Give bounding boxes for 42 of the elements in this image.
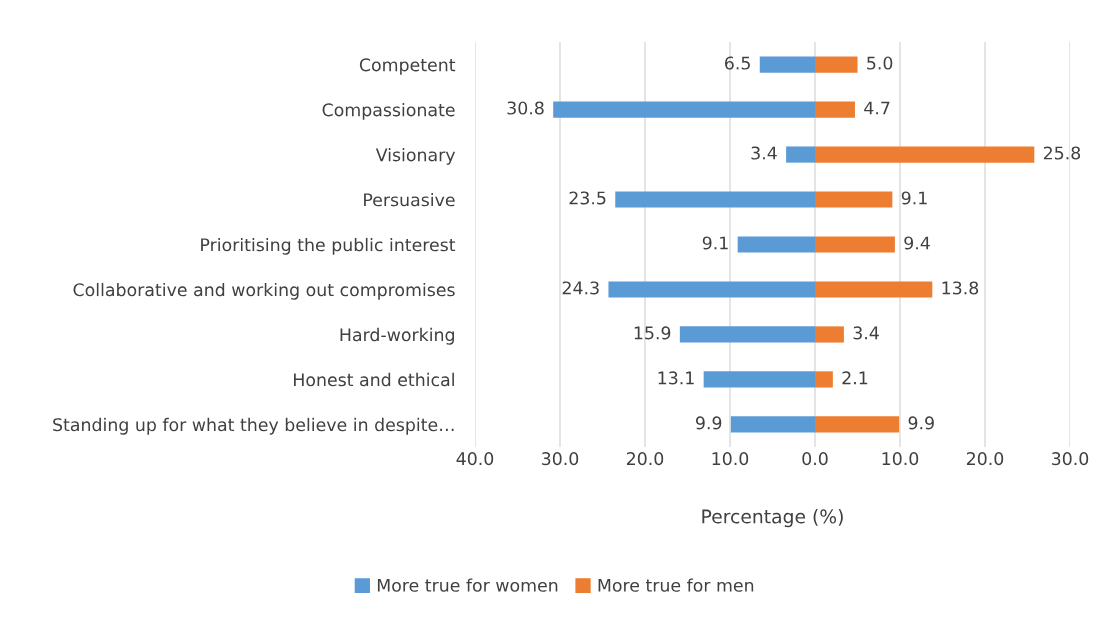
data-label: 6.5 [725,56,750,70]
data-label: 3.4 [853,326,879,340]
y-tick-label: Honest and ethical [294,372,454,387]
y-tick-label: Visionary [375,147,456,165]
x-tick-label: 30.0 [1052,452,1089,466]
data-label: 13.8 [942,281,979,295]
x-tick-label: 20.0 [626,452,664,466]
y-tick-label: Prioritising the public interest [201,237,456,255]
data-label: 24.3 [562,281,599,295]
y-tick-label: Compassionate [322,102,455,120]
bar [815,371,833,388]
data-label: 9.9 [696,416,722,430]
data-label: 4.7 [864,101,890,115]
data-label: 23.5 [569,191,606,205]
bar [815,101,855,118]
x-axis-title: Percentage (%) [702,509,843,528]
data-label: 3.4 [751,146,777,160]
x-tick-label: 40.0 [456,452,494,466]
data-label: 9.1 [901,191,927,205]
data-label: 2.1 [842,371,868,385]
legend-label: More true for men [598,578,754,592]
data-label: 15.9 [634,326,671,340]
y-tick-label: Standing up for what they believe in despite… [53,417,454,435]
x-tick-label: 0.0 [802,452,828,466]
y-tick-label: Competent [359,58,456,75]
bar [815,326,844,343]
data-label: 9.4 [904,236,930,250]
x-tick-label: 10.0 [712,452,749,466]
bar [786,146,815,163]
data-label: 25.8 [1043,146,1081,160]
legend-label: More true for women [377,578,558,592]
data-label: 30.8 [507,101,544,115]
x-tick-label: 20.0 [966,452,1004,466]
y-tick-label: Persuasive [364,192,455,207]
data-label: 5.0 [867,56,893,70]
data-label: 9.9 [908,416,934,430]
x-tick-label: 30.0 [542,452,579,466]
data-label: 13.1 [658,371,694,385]
y-tick-label: Collaborative and working out compromises [73,282,455,300]
data-label: 9.1 [702,236,728,250]
x-tick-label: 10.0 [882,452,919,466]
y-tick-label: Hard-working [340,327,454,345]
